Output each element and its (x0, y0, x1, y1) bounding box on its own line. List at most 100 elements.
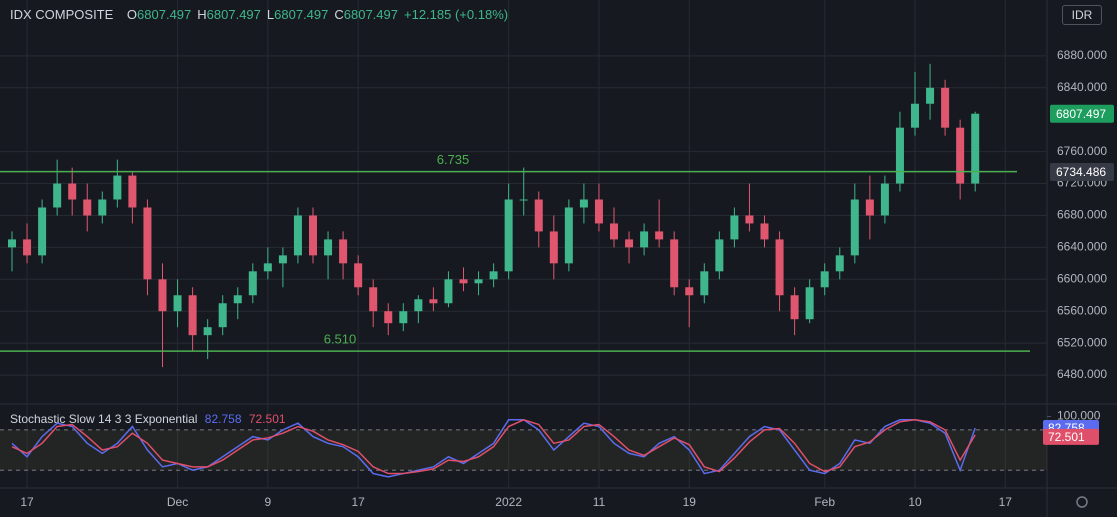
ohlc-value: 6807.497 (206, 7, 261, 22)
ohlc-label: L (266, 7, 275, 22)
price-badge (1050, 104, 1114, 123)
indicator-value: 72.501 (248, 412, 286, 426)
indicator-value: 82.758 (204, 412, 242, 426)
candle-body (309, 215, 317, 256)
candle-body (233, 295, 242, 304)
candle-body (98, 199, 107, 216)
candle-body (760, 223, 769, 240)
y-tick-label: 6640.000 (1057, 240, 1107, 254)
candle-body (143, 207, 152, 280)
candle-body (820, 271, 829, 288)
price-badge-label: 6807.497 (1056, 107, 1106, 121)
settings-icon-ring (1076, 496, 1088, 508)
x-tick-label: 17 (351, 495, 365, 509)
candle-body (429, 299, 438, 304)
candle-body (158, 279, 167, 312)
candle-body (218, 303, 227, 328)
ohlc-label: C (334, 7, 344, 22)
y-tick-label: 6840.000 (1057, 80, 1107, 94)
ohlc-value: 6807.497 (274, 7, 329, 22)
y-tick-label: 6760.000 (1057, 144, 1107, 158)
y-tick-label: 6520.000 (1057, 335, 1107, 349)
candle-body (865, 199, 874, 216)
candle-body (790, 295, 799, 320)
candle-body (459, 279, 468, 284)
candle-body (835, 255, 844, 272)
candle-body (474, 279, 483, 284)
candle-body (775, 239, 784, 296)
x-tick-label: 2022 (495, 495, 522, 509)
candle-body (414, 299, 423, 312)
y-tick-label: 6480.000 (1057, 367, 1107, 381)
ohlc-label: H (197, 7, 207, 22)
indicator-band (0, 429, 1047, 471)
candle-body (369, 287, 378, 312)
x-tick-label: Dec (167, 495, 188, 509)
candle-body (549, 231, 558, 264)
level-label: 6.735 (437, 152, 470, 167)
x-tick-label: 9 (265, 495, 272, 509)
candle-body (805, 287, 814, 320)
candle-body (971, 113, 980, 184)
level-label: 6.510 (324, 332, 357, 347)
candle-body (128, 175, 137, 208)
candle-body (745, 215, 754, 224)
candle-body (625, 239, 634, 248)
candle-body (23, 239, 32, 256)
candle-body (339, 239, 348, 264)
candle-body (263, 263, 272, 272)
symbol: IDX COMPOSITE (10, 7, 114, 22)
y-tick-label: 6880.000 (1057, 48, 1107, 62)
candle-body (444, 279, 453, 304)
currency-button[interactable]: IDR (1062, 5, 1102, 25)
indicator-badge-label: 72.501 (1048, 430, 1085, 444)
indicator-line (11, 418, 976, 475)
settings-icon[interactable] (1076, 496, 1088, 508)
indicator-title: Stochastic Slow 14 3 3 Exponential (10, 412, 198, 426)
y-tick-label: 100.000 (1057, 409, 1101, 423)
candle-body (685, 287, 694, 296)
indicator-badge (1043, 428, 1099, 445)
change: +12.185 (+0.18%) (404, 7, 509, 22)
candle-body (38, 207, 47, 256)
candle-body (203, 327, 212, 336)
candle-body (534, 199, 543, 232)
x-tick-label: 17 (999, 495, 1013, 509)
indicator-header: Stochastic Slow 14 3 3 Exponential 82.75… (10, 412, 286, 426)
x-tick-label: 11 (593, 495, 606, 509)
candle-body (926, 87, 935, 104)
candle-body (895, 127, 904, 184)
x-tick-label: Feb (814, 495, 835, 509)
candle-body (956, 127, 965, 184)
y-tick-label: 6600.000 (1057, 271, 1107, 285)
candle-body (489, 271, 498, 280)
candle-body (354, 263, 363, 288)
candle-body (384, 311, 393, 324)
header: IDX COMPOSITE O6807.497 H6807.497 L6807.49… (10, 7, 514, 22)
candle-body (519, 199, 528, 201)
candle-body (700, 271, 709, 296)
candle-body (850, 199, 859, 256)
candle-body (730, 215, 739, 240)
y-tick-label: 6680.000 (1057, 208, 1107, 222)
candle-body (564, 207, 573, 264)
candle-body (53, 183, 62, 208)
candle-body (113, 175, 122, 200)
ohlc-label: O (126, 7, 138, 22)
candle-body (594, 199, 603, 224)
indicator-line (11, 419, 976, 478)
candle-body (8, 239, 16, 248)
price-badge-label: 6734.486 (1056, 165, 1106, 179)
x-tick-label: 17 (20, 495, 34, 509)
price-badge (1050, 162, 1114, 181)
candle-body (640, 231, 649, 248)
candle-body (324, 239, 333, 256)
candle-body (655, 231, 664, 240)
candle-body (248, 271, 257, 296)
candle-body (278, 255, 287, 264)
candle-body (504, 199, 513, 272)
y-tick-label: 6560.000 (1057, 303, 1107, 317)
candle-body (83, 199, 92, 216)
